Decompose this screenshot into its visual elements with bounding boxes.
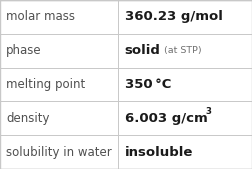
Text: 6.003 g/cm: 6.003 g/cm (125, 112, 207, 125)
Text: solid: solid (125, 44, 161, 57)
Text: solubility in water: solubility in water (6, 146, 112, 159)
Text: 360.23 g/mol: 360.23 g/mol (125, 10, 223, 23)
Text: molar mass: molar mass (6, 10, 75, 23)
Text: (at STP): (at STP) (164, 46, 201, 55)
Text: 350 °C: 350 °C (125, 78, 171, 91)
Text: 3: 3 (205, 107, 211, 116)
Text: insoluble: insoluble (125, 146, 193, 159)
Text: density: density (6, 112, 50, 125)
Text: melting point: melting point (6, 78, 85, 91)
Text: phase: phase (6, 44, 42, 57)
